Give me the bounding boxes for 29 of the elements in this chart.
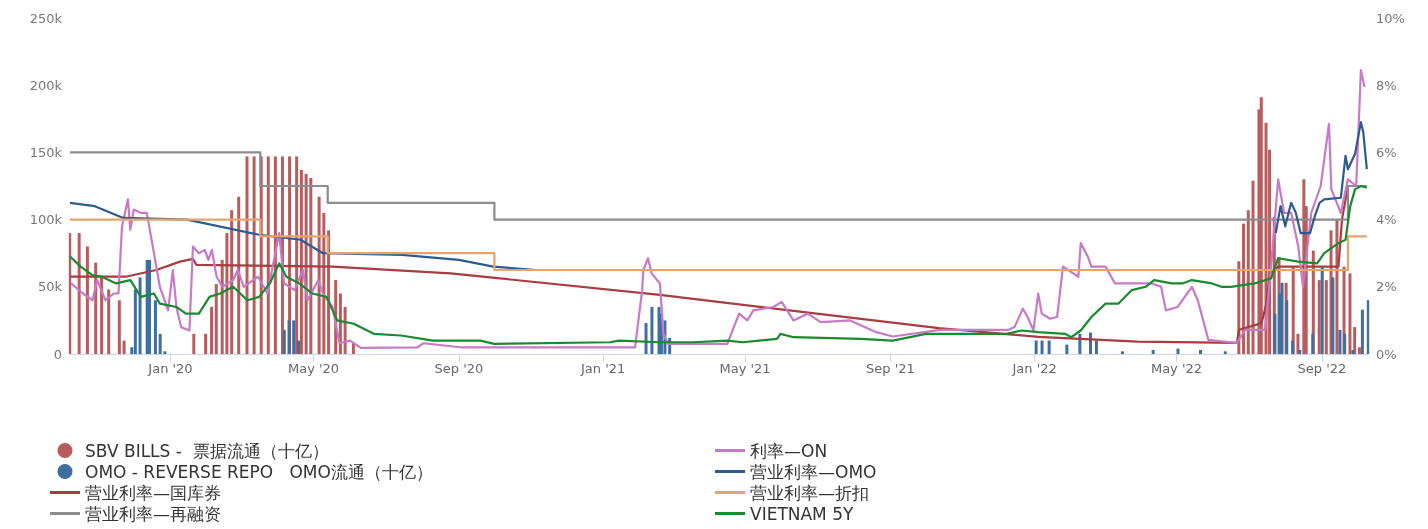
legend-label: OMO - REVERSE REPO OMO流通（十亿） xyxy=(85,461,433,482)
x-tick-label: Sep '20 xyxy=(434,361,484,376)
legend-label: 营业利率—OMO xyxy=(750,461,877,482)
legend-label: 营业利率—国库券 xyxy=(85,482,221,503)
x-tick-label: Jan '21 xyxy=(580,361,626,376)
y-tick-label: 0 xyxy=(53,346,62,362)
y2-tick-label: 2% xyxy=(1376,279,1397,295)
x-tick-label: Jan '22 xyxy=(1011,361,1057,376)
x-tick-label: Jan '20 xyxy=(147,361,193,376)
x-tick-label: Sep '21 xyxy=(866,361,915,376)
y2-tick-label: 4% xyxy=(1376,212,1397,228)
y-tick-label: 100k xyxy=(29,212,63,228)
y-tick-label: 200k xyxy=(29,77,63,93)
x-tick-label: May '21 xyxy=(719,361,771,376)
legend-label: SBV BILLS - 票据流通（十亿） xyxy=(85,440,329,461)
y2-tick-label: 8% xyxy=(1376,77,1397,93)
x-tick-label: Sep '22 xyxy=(1297,361,1347,376)
y2-tick-label: 0% xyxy=(1376,346,1397,362)
legend-label: 营业利率—再融资 xyxy=(85,503,221,524)
x-tick-label: May '22 xyxy=(1150,361,1203,376)
y-tick-label: 250k xyxy=(29,10,63,26)
legend-label: 营业利率—折扣 xyxy=(750,482,869,503)
x-tick-label: May '20 xyxy=(287,361,340,376)
y-tick-label: 150k xyxy=(29,144,63,160)
legend-label: VIETNAM 5Y xyxy=(750,503,854,524)
y-tick-label: 50k xyxy=(37,279,63,295)
y2-tick-label: 10% xyxy=(1376,10,1405,26)
y2-tick-label: 6% xyxy=(1376,144,1397,160)
legend-label: 利率—ON xyxy=(750,440,828,461)
